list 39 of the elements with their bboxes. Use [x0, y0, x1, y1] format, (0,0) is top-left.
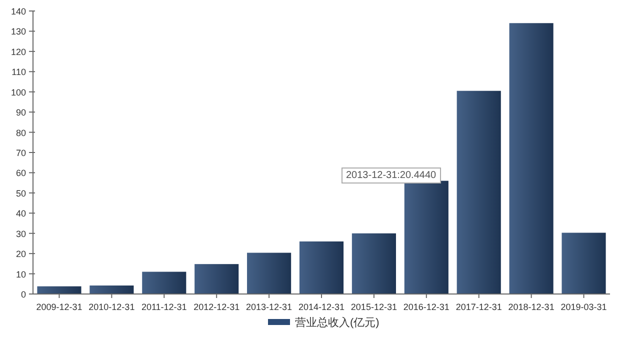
x-tick-label: 2016-12-31 — [403, 302, 450, 312]
bar — [142, 272, 186, 294]
y-tick-label: 50 — [16, 188, 26, 198]
bar — [562, 232, 606, 294]
bar — [90, 286, 134, 294]
bar — [299, 241, 344, 294]
x-tick-label: 2009-12-31 — [36, 302, 82, 312]
x-tick-label: 2013-12-31 — [246, 302, 292, 312]
x-tick-label: 2019-03-31 — [560, 302, 607, 312]
legend-label: 营业总收入(亿元) — [295, 316, 380, 329]
y-tick-label: 80 — [16, 128, 26, 138]
annotation: 2013-12-31:20.4440 — [346, 170, 437, 181]
bar — [247, 252, 292, 294]
y-tick-label: 0 — [20, 290, 26, 300]
y-tick-label: 90 — [16, 108, 26, 118]
x-tick-label: 2010-12-31 — [88, 302, 135, 312]
bar — [456, 90, 501, 294]
bar — [194, 264, 239, 294]
x-tick-label: 2017-12-31 — [456, 302, 502, 312]
y-tick-label: 20 — [16, 249, 26, 260]
y-tick-label: 40 — [16, 208, 26, 219]
y-tick-label: 100 — [10, 87, 26, 98]
y-tick-label: 110 — [12, 67, 26, 78]
x-tick-label: 2014-12-31 — [298, 302, 345, 312]
x-tick-label: 2011-12-31 — [141, 302, 187, 312]
y-tick-label: 10 — [16, 269, 26, 280]
x-tick-label: 2012-12-31 — [194, 302, 240, 312]
bar — [352, 233, 396, 294]
y-tick-label: 130 — [10, 26, 26, 37]
y-tick-label: 70 — [16, 148, 26, 158]
y-tick-label: 30 — [16, 228, 26, 239]
y-tick-label: 140 — [10, 6, 26, 16]
legend: 营业总收入(亿元) — [268, 317, 380, 329]
bar — [37, 286, 82, 294]
bar — [509, 23, 554, 294]
y-tick-label: 120 — [10, 46, 26, 57]
x-tick-label: 2015-12-31 — [350, 302, 397, 312]
y-tick-label: 60 — [16, 168, 26, 178]
x-tick-label: 2018-12-31 — [508, 302, 554, 312]
